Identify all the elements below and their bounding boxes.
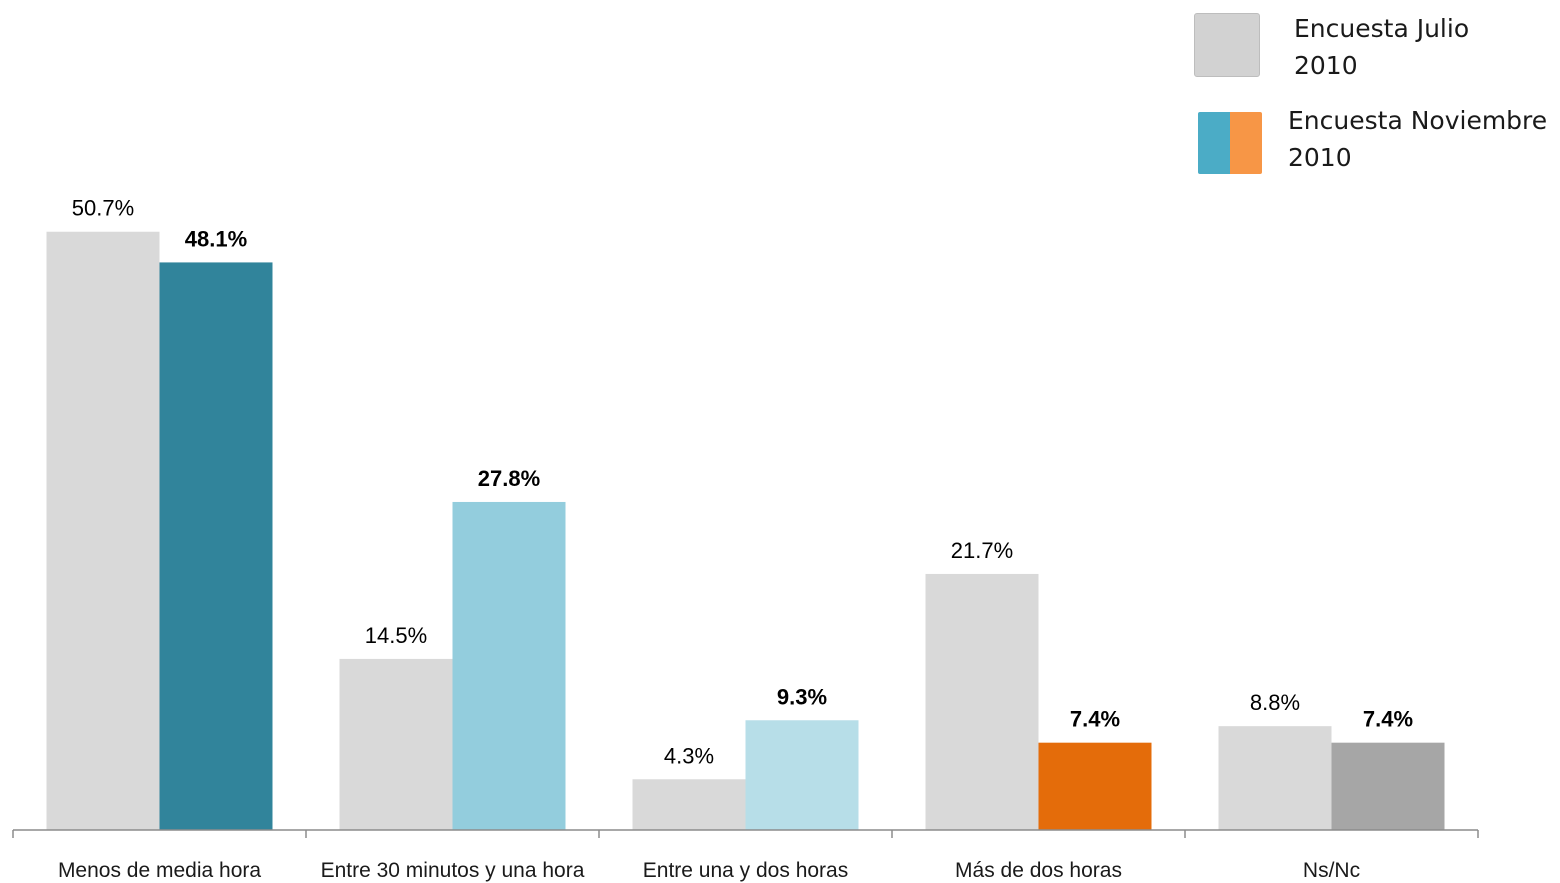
data-label-noviembre-0: 48.1% xyxy=(185,226,247,251)
data-label-julio-2: 4.3% xyxy=(664,743,714,768)
bar-julio-1 xyxy=(339,658,453,830)
bar-julio-2 xyxy=(632,779,746,830)
bar-julio-4 xyxy=(1218,726,1332,830)
category-label-2: Entre una y dos horas xyxy=(643,859,848,882)
data-label-julio-4: 8.8% xyxy=(1250,690,1300,715)
legend-swatch-orange xyxy=(1230,112,1262,174)
legend-swatch-noviembre xyxy=(1198,112,1262,174)
legend-label-julio: Encuesta Julio 2010 xyxy=(1294,14,1470,80)
category-label-3: Más de dos horas xyxy=(955,859,1122,882)
data-label-noviembre-3: 7.4% xyxy=(1070,707,1120,732)
legend: Encuesta Julio 2010 Encuesta Noviembre 2… xyxy=(1190,6,1558,186)
bar-noviembre-3 xyxy=(1038,742,1152,830)
category-label-0: Menos de media hora xyxy=(58,859,261,882)
bar-noviembre-0 xyxy=(159,262,273,830)
data-label-noviembre-1: 27.8% xyxy=(478,466,540,491)
bar-noviembre-1 xyxy=(452,501,566,830)
data-label-noviembre-4: 7.4% xyxy=(1363,707,1413,732)
bar-noviembre-2 xyxy=(745,720,859,830)
data-label-julio-0: 50.7% xyxy=(72,196,134,221)
category-label-1: Entre 30 minutos y una hora xyxy=(321,859,585,882)
data-label-julio-3: 21.7% xyxy=(951,538,1013,563)
data-label-julio-1: 14.5% xyxy=(365,623,427,648)
bar-julio-0 xyxy=(46,231,160,831)
bar-noviembre-4 xyxy=(1331,742,1445,830)
legend-swatch-blue xyxy=(1198,112,1230,174)
legend-label-noviembre: Encuesta Noviembre 2010 xyxy=(1288,106,1548,172)
legend-swatch-julio xyxy=(1194,13,1260,77)
bar-julio-3 xyxy=(925,573,1039,830)
category-label-4: Ns/Nc xyxy=(1303,859,1360,882)
legend-item-julio: Encuesta Julio 2010 xyxy=(1190,12,1469,84)
legend-item-noviembre: Encuesta Noviembre 2010 xyxy=(1190,106,1547,176)
data-label-noviembre-2: 9.3% xyxy=(777,684,827,709)
